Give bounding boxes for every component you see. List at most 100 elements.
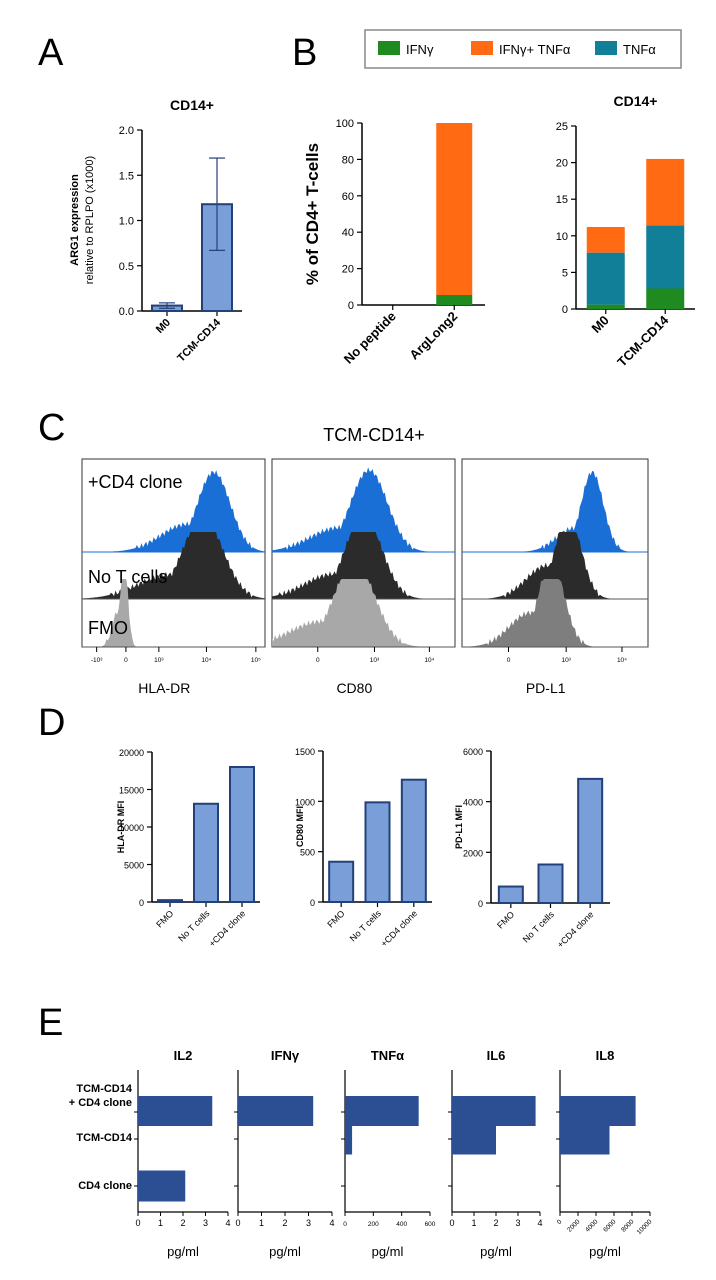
y-tick-label-D1: 15000: [119, 786, 144, 796]
y-tick-label-D1: 10000: [119, 823, 144, 833]
bar-D3: [537, 863, 564, 905]
y-tick-label-B2: 25: [556, 121, 568, 133]
x-tick-label-e: 400: [396, 1221, 407, 1228]
bar-D2: [400, 778, 427, 903]
flow-tick-label: -10³: [91, 657, 103, 664]
bar-e-IL6: [452, 1123, 496, 1155]
bar-D3: [497, 885, 524, 904]
y-tick-label-D2: 1000: [295, 797, 315, 807]
flow-tick-label: 10³: [561, 657, 571, 664]
y-axis-label-a-2: relative to RPLPO (x1000): [84, 156, 96, 284]
legend-entry-label: IFNγ: [406, 42, 434, 57]
flow-histogram-PD-L1-2: [462, 579, 648, 647]
legend-swatch: [471, 41, 493, 55]
flow-histogram-HLA-DR-0: [82, 470, 265, 552]
subplot-title: TNFα: [371, 1048, 404, 1063]
flow-tick-label: 0: [316, 657, 320, 664]
x-tick-label-e: 4: [329, 1218, 334, 1228]
x-axis-unit-e: pg/ml: [589, 1244, 621, 1259]
y-tick-label-D2: 500: [300, 848, 315, 858]
x-tick-label-D2: FMO: [325, 908, 346, 929]
flow-histogram-CD80-1: [272, 532, 455, 599]
x-tick-label-e: 0: [449, 1218, 454, 1228]
x-tick-label-e: 0: [135, 1218, 140, 1228]
y-tick-label-D3: 6000: [463, 747, 483, 757]
bar-D2: [364, 801, 391, 904]
bar-B2-TNFα: [646, 225, 685, 289]
x-tick-label-e: 2: [493, 1218, 498, 1228]
x-axis-unit-e: pg/ml: [372, 1244, 404, 1259]
x-tick-label-D1: +CD4 clone: [207, 908, 248, 949]
y-axis-label-D3: PD-L1 MFI: [454, 805, 464, 849]
category-label-e: + CD4 clone: [69, 1097, 132, 1109]
x-tick-label-A: M0: [154, 317, 173, 336]
y-axis-label-D2: CD80 MFI: [295, 806, 305, 847]
x-tick-label-e: 4: [537, 1218, 542, 1228]
legend-swatch: [595, 41, 617, 55]
flow-histogram-PD-L1-0: [462, 470, 648, 552]
y-tick-label-B2: 10: [556, 231, 568, 243]
category-label-e: CD4 clone: [78, 1180, 132, 1192]
x-tick-label-e: 3: [515, 1218, 520, 1228]
y-tick-label-D2: 0: [310, 898, 315, 908]
x-tick-label-D1: No T cells: [176, 908, 211, 943]
bar-e-IL8: [560, 1123, 610, 1155]
panel-letter-b: B: [292, 32, 317, 74]
bar-D3: [577, 777, 604, 904]
x-tick-label-e: 3: [203, 1218, 208, 1228]
legend-entry-label: IFNγ+ TNFα: [499, 42, 571, 57]
y-tick-label-B1: 100: [336, 118, 354, 130]
y-tick-label-A: 1.5: [119, 170, 134, 182]
bar-B2-IFNγ: [646, 288, 685, 309]
legend-entry-label: TNFα: [623, 42, 656, 57]
category-label-e: TCM-CD14: [76, 1132, 132, 1144]
x-tick-label-e: 6000: [602, 1218, 617, 1233]
y-tick-label-D1: 0: [139, 898, 144, 908]
flow-title: TCM-CD14+: [323, 425, 425, 445]
flow-histogram-HLA-DR-2: [82, 579, 265, 647]
flow-histogram-CD80-2: [272, 579, 455, 647]
flow-row-label: No T cells: [88, 567, 167, 587]
x-tick-label-D3: +CD4 clone: [555, 909, 596, 950]
x-tick-label-e: 2: [180, 1218, 185, 1228]
y-tick-label-B1: 20: [342, 264, 354, 276]
x-tick-label-D3: No T cells: [521, 909, 556, 944]
bar-D1: [193, 802, 219, 903]
x-tick-label-B1: No peptide: [341, 309, 399, 367]
bar-B2-IFNγ+ TNFα: [646, 158, 685, 226]
x-tick-label-e: 0: [556, 1218, 564, 1226]
x-tick-label-e: 200: [368, 1221, 379, 1228]
x-axis-unit-e: pg/ml: [480, 1244, 512, 1259]
flow-tick-label: 10³: [370, 657, 380, 664]
x-tick-label-e: 10000: [636, 1218, 654, 1236]
x-tick-label-e: 2: [282, 1218, 287, 1228]
y-tick-label-B2: 15: [556, 194, 568, 206]
bar-e-IL8: [560, 1096, 636, 1126]
y-tick-label-D3: 4000: [463, 798, 483, 808]
y-axis-label-D1: HLA-DR MFI: [116, 801, 126, 854]
x-tick-label-D2: +CD4 clone: [379, 908, 420, 949]
chart-title-B2: CD14+: [614, 93, 658, 109]
panel-letter-e: E: [38, 1002, 63, 1044]
x-tick-label-e: 0: [343, 1221, 347, 1228]
x-tick-label-B1: ArgLong2: [406, 309, 460, 363]
x-tick-label-A: TCM-CD14: [175, 316, 223, 364]
y-tick-label-B1: 80: [342, 154, 354, 166]
panel-letter-a: A: [38, 32, 64, 74]
x-tick-label-D1: FMO: [154, 908, 175, 929]
x-axis-unit-e: pg/ml: [269, 1244, 301, 1259]
flow-tick-label: 10³: [154, 657, 164, 664]
bar-e-IFNγ: [238, 1096, 314, 1126]
subplot-title: IL2: [174, 1048, 193, 1063]
x-tick-label-e: 1: [158, 1218, 163, 1228]
bar-D2: [328, 860, 355, 904]
bar-e-IL2: [138, 1096, 213, 1126]
x-tick-label-D2: No T cells: [348, 908, 383, 943]
x-tick-label-B2: M0: [588, 313, 611, 336]
y-axis-label-a: ARG1 expression: [69, 174, 81, 266]
bar-B1-IFNγ: [436, 294, 473, 305]
y-tick-label-D1: 5000: [124, 861, 144, 871]
x-tick-label-e: 2000: [566, 1218, 581, 1233]
y-tick-label-A: 0.0: [119, 306, 134, 318]
